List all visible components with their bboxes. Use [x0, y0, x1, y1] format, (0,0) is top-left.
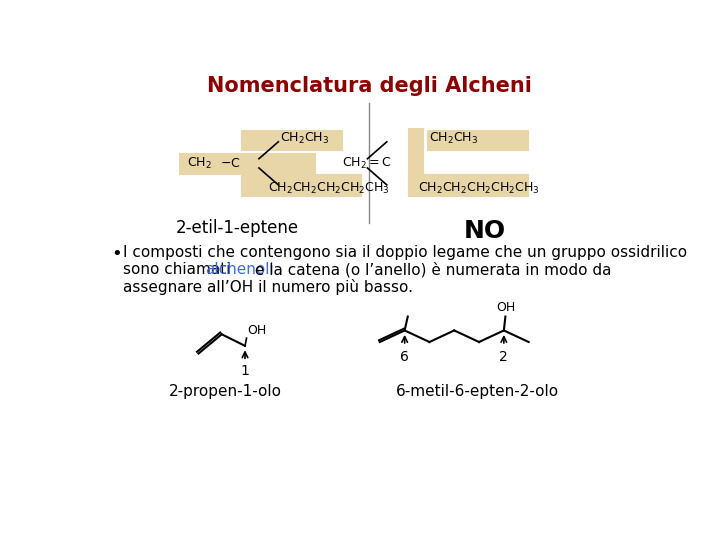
Text: 6-metil-6-epten-2-olo: 6-metil-6-epten-2-olo: [396, 384, 559, 400]
Text: I composti che contengono sia il doppio legame che un gruppo ossidrilico: I composti che contengono sia il doppio …: [122, 245, 687, 260]
Text: CH$_2$CH$_3$: CH$_2$CH$_3$: [280, 131, 329, 146]
Text: 6: 6: [400, 350, 409, 364]
Bar: [408, 174, 528, 195]
Text: CH$_2$CH$_2$CH$_2$CH$_2$CH$_3$: CH$_2$CH$_2$CH$_2$CH$_2$CH$_3$: [269, 180, 390, 195]
Bar: [408, 128, 423, 195]
Text: $-$C: $-$C: [220, 157, 240, 170]
Text: Nomenclatura degli Alcheni: Nomenclatura degli Alcheni: [207, 76, 531, 96]
Text: 2-etil-1-eptene: 2-etil-1-eptene: [176, 219, 299, 237]
Text: assegnare all’OH il numero più basso.: assegnare all’OH il numero più basso.: [122, 279, 413, 295]
Text: e la catena (o l’anello) è numerata in modo da: e la catena (o l’anello) è numerata in m…: [250, 262, 611, 278]
Bar: [241, 130, 342, 150]
Text: CH$_2$$=$C: CH$_2$$=$C: [342, 156, 392, 171]
Bar: [427, 130, 528, 150]
Text: CH$_2$: CH$_2$: [187, 156, 212, 171]
Text: •: •: [112, 245, 122, 263]
Text: sono chiamati: sono chiamati: [122, 262, 235, 277]
Text: OH: OH: [248, 323, 266, 336]
Text: alchenoli: alchenoli: [204, 262, 274, 277]
Bar: [241, 174, 361, 195]
Text: OH: OH: [496, 300, 515, 314]
Text: CH$_2$CH$_3$: CH$_2$CH$_3$: [429, 131, 479, 146]
Text: 2-propen-1-olo: 2-propen-1-olo: [169, 384, 282, 400]
Text: 2: 2: [500, 350, 508, 364]
Bar: [179, 153, 315, 174]
Text: NO: NO: [464, 219, 506, 243]
Text: CH$_2$CH$_2$CH$_2$CH$_2$CH$_3$: CH$_2$CH$_2$CH$_2$CH$_2$CH$_3$: [418, 180, 539, 195]
Text: 1: 1: [240, 364, 249, 379]
